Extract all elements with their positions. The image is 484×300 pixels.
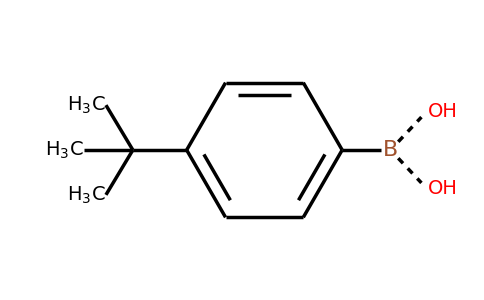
Text: $\mathsf{H_3C}$: $\mathsf{H_3C}$	[67, 94, 106, 116]
Text: B: B	[382, 140, 398, 160]
Text: OH: OH	[427, 179, 457, 198]
Text: OH: OH	[427, 102, 457, 121]
Text: $\mathsf{H_3C}$: $\mathsf{H_3C}$	[67, 184, 106, 206]
Text: $\mathsf{H_3C}$: $\mathsf{H_3C}$	[45, 139, 84, 161]
